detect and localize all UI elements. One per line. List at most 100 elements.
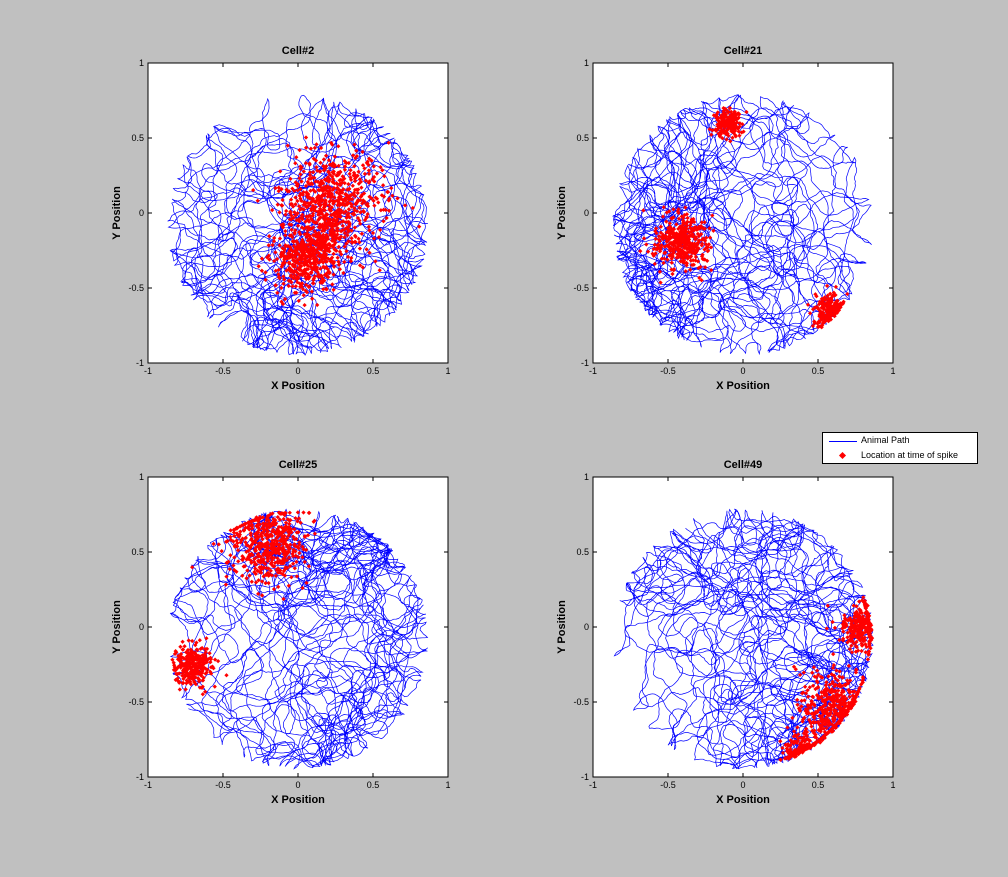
spike-point <box>347 171 352 177</box>
spike-point <box>836 706 842 711</box>
spike-point <box>824 717 829 722</box>
spike-point <box>286 549 291 555</box>
spike-point <box>170 657 175 662</box>
subplot-title: Cell#49 <box>724 459 763 471</box>
spike-point <box>256 551 261 556</box>
spike-point <box>318 215 323 220</box>
spike-point <box>274 530 280 536</box>
x-tick-label: 0.5 <box>812 780 825 790</box>
spike-point <box>295 242 301 248</box>
x-tick-label: 0.5 <box>812 366 825 376</box>
spike-point <box>374 171 380 176</box>
x-tick-label: 0.5 <box>367 780 380 790</box>
spike-point <box>197 638 202 643</box>
spike-point <box>316 217 321 223</box>
spike-point <box>811 730 817 736</box>
spike-point <box>178 660 184 665</box>
spike-point <box>329 212 334 218</box>
spike-point <box>184 650 189 655</box>
spike-point <box>346 200 351 206</box>
spike-point <box>680 225 685 230</box>
legend: Animal Path Location at time of spike <box>822 432 978 464</box>
spike-point <box>265 553 270 558</box>
spike-point <box>353 239 358 245</box>
spike-point <box>669 267 674 272</box>
spike-point <box>839 711 844 716</box>
spike-point <box>348 193 354 198</box>
spike-point <box>297 281 302 286</box>
spike-point <box>335 255 340 260</box>
spike-point <box>676 216 682 221</box>
spike-point <box>290 262 295 268</box>
spike-point <box>287 521 292 527</box>
spike-point <box>295 188 300 193</box>
spike-point <box>313 234 319 239</box>
spike-point <box>685 215 690 221</box>
spike-point <box>667 221 672 226</box>
spike-point <box>389 185 394 191</box>
spike-point <box>850 638 855 643</box>
spike-point <box>279 285 284 291</box>
spike-point <box>307 173 313 178</box>
spike-point <box>301 169 306 174</box>
spike-point <box>803 691 809 696</box>
spike-point <box>839 690 845 695</box>
spike-point <box>183 672 188 678</box>
spike-point <box>293 202 298 207</box>
spike-point <box>866 651 871 656</box>
spike-point <box>845 640 850 645</box>
spike-point <box>248 545 253 551</box>
spike-point <box>824 731 829 737</box>
spike-point <box>320 228 325 234</box>
spike-point <box>274 539 280 544</box>
legend-entry-path: Animal Path <box>823 434 977 448</box>
spike-point <box>291 239 296 245</box>
spike-point <box>325 175 331 180</box>
spike-point <box>281 552 287 557</box>
spike-point <box>275 556 280 561</box>
spike-point <box>264 536 270 541</box>
spike-point <box>189 665 194 670</box>
series-points-spikes <box>638 105 850 330</box>
legend-label-path: Animal Path <box>861 435 910 445</box>
spike-point <box>823 708 828 714</box>
spike-point <box>313 158 319 163</box>
spike-point <box>852 689 857 694</box>
spike-point <box>819 675 824 680</box>
spike-point <box>232 555 237 560</box>
spike-point <box>346 207 352 212</box>
spike-point <box>318 145 324 151</box>
spike-point <box>297 540 302 545</box>
spike-point <box>285 243 291 249</box>
spike-point <box>180 647 185 652</box>
spike-point <box>710 128 715 133</box>
spike-point <box>797 707 802 712</box>
spike-point <box>657 269 663 274</box>
spike-point <box>835 678 840 683</box>
spike-point <box>826 719 832 724</box>
spike-point <box>380 183 386 188</box>
spike-point <box>336 244 341 250</box>
spike-point <box>294 290 299 295</box>
spike-point <box>641 208 646 213</box>
x-tick-label: 0.5 <box>367 366 380 376</box>
spike-point <box>853 695 858 700</box>
spike-point <box>291 534 296 539</box>
spike-point <box>303 183 309 189</box>
spike-point <box>837 700 842 705</box>
spike-point <box>334 190 339 195</box>
spike-point <box>349 204 354 209</box>
spike-point <box>296 275 301 281</box>
spike-point <box>280 571 285 577</box>
spike-point <box>198 663 203 669</box>
spike-point <box>841 701 846 706</box>
spike-point <box>791 729 797 734</box>
spike-point <box>310 245 316 251</box>
legend-dot-swatch <box>838 451 847 460</box>
spike-point <box>292 526 297 532</box>
spike-point <box>250 552 255 558</box>
spike-point <box>684 261 689 266</box>
spike-point <box>281 516 286 522</box>
spike-point <box>255 516 260 522</box>
spike-point <box>228 528 233 533</box>
